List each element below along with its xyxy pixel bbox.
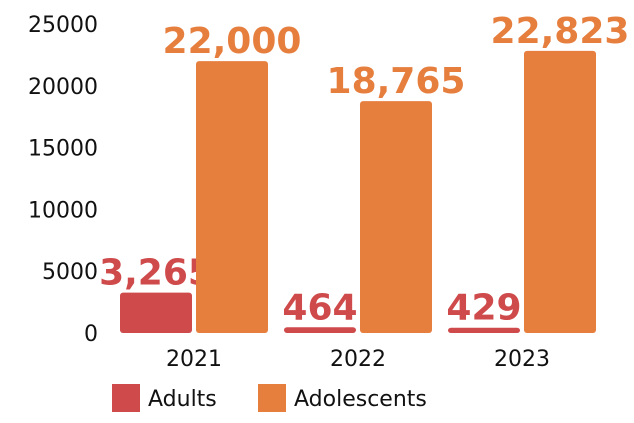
- bar-adults: [448, 327, 520, 333]
- bar-adults: [120, 292, 192, 333]
- y-tick-label: 5000: [42, 260, 98, 285]
- bar-adolescents: [360, 101, 432, 333]
- bar-adults: [284, 327, 356, 333]
- y-tick-label: 20000: [28, 75, 98, 100]
- data-label: 18,765: [327, 61, 466, 102]
- data-label: 22,000: [163, 21, 302, 62]
- y-tick-label: 10000: [28, 198, 98, 223]
- data-label: 429: [446, 288, 521, 329]
- bar-adolescents: [524, 50, 596, 334]
- data-label: 22,823: [491, 11, 630, 52]
- x-tick-label: 2023: [494, 347, 550, 372]
- data-label: 464: [282, 287, 357, 328]
- y-tick-label: 15000: [28, 137, 98, 162]
- bar-adolescents: [196, 61, 268, 334]
- legend-swatch-adolescents: [258, 384, 286, 412]
- legend-label: Adults: [148, 387, 217, 412]
- legend-swatch-adults: [112, 384, 140, 412]
- data-label: 3,265: [99, 253, 213, 294]
- x-tick-label: 2021: [166, 347, 222, 372]
- y-tick-label: 0: [84, 322, 98, 347]
- y-tick-label: 25000: [28, 13, 98, 38]
- x-tick-label: 2022: [330, 347, 386, 372]
- legend-label: Adolescents: [294, 387, 427, 412]
